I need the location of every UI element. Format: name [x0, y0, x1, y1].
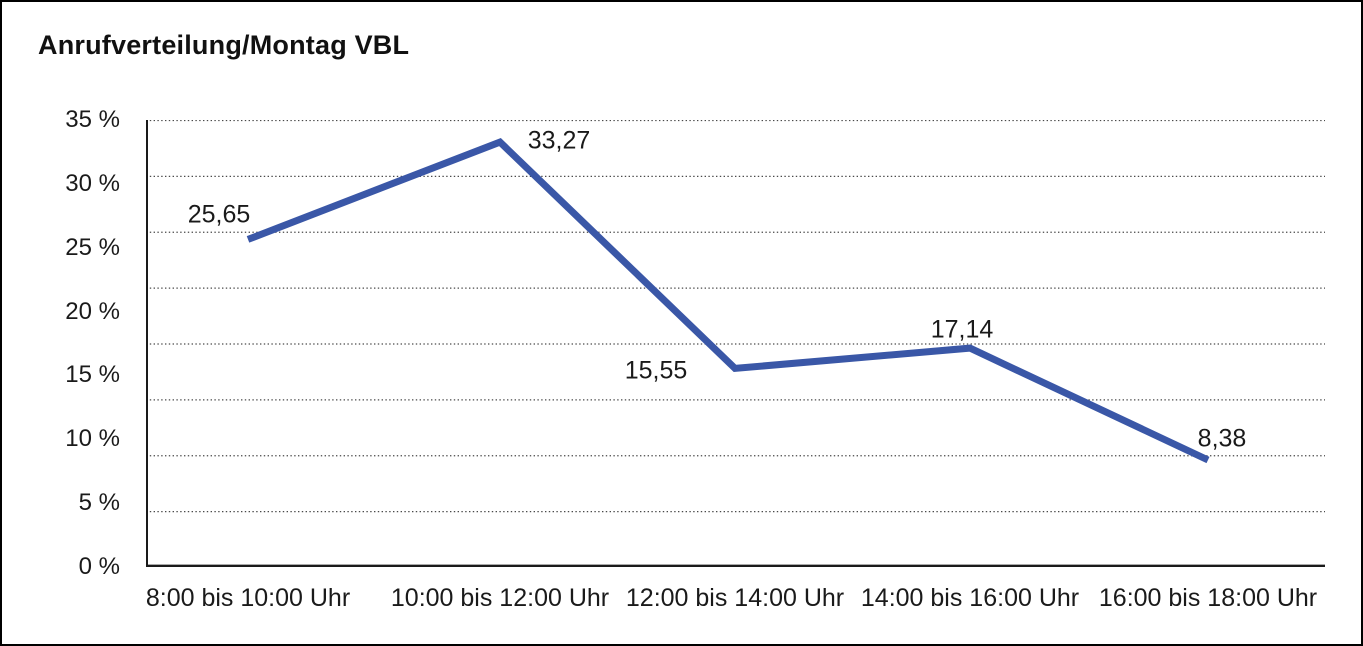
- line-chart-canvas: [146, 120, 1325, 567]
- x-axis-category-label: 14:00 bis 16:00 Uhr: [860, 584, 1080, 612]
- y-axis-tick-label: 10 %: [65, 425, 120, 453]
- y-axis-tick-label: 5 %: [78, 489, 120, 517]
- y-axis-tick-label: 25 %: [65, 233, 120, 261]
- data-point-label: 17,14: [930, 315, 994, 344]
- series-line: [246, 138, 1210, 464]
- y-axis-tick-label: 20 %: [65, 297, 120, 325]
- data-point-label: 15,55: [624, 356, 688, 385]
- chart-title: Anrufverteilung/Montag VBL: [38, 30, 410, 60]
- x-axis-category-label: 16:00 bis 18:00 Uhr: [1098, 584, 1318, 612]
- y-axis-tick-label: 35 %: [65, 106, 120, 133]
- x-axis-category-label: 12:00 bis 14:00 Uhr: [625, 584, 845, 612]
- plot-area: [146, 120, 1325, 567]
- y-axis-tick-label: 0 %: [78, 553, 120, 580]
- data-point-label: 33,27: [527, 126, 591, 155]
- y-axis-tick-label: 15 %: [65, 361, 120, 389]
- x-axis-category-label: 10:00 bis 12:00 Uhr: [390, 584, 610, 612]
- data-point-label: 25,65: [187, 200, 251, 229]
- y-axis-tick-label: 30 %: [65, 169, 120, 197]
- x-axis-category-label: 8:00 bis 10:00 Uhr: [145, 584, 351, 612]
- data-point-label: 8,38: [1197, 424, 1247, 453]
